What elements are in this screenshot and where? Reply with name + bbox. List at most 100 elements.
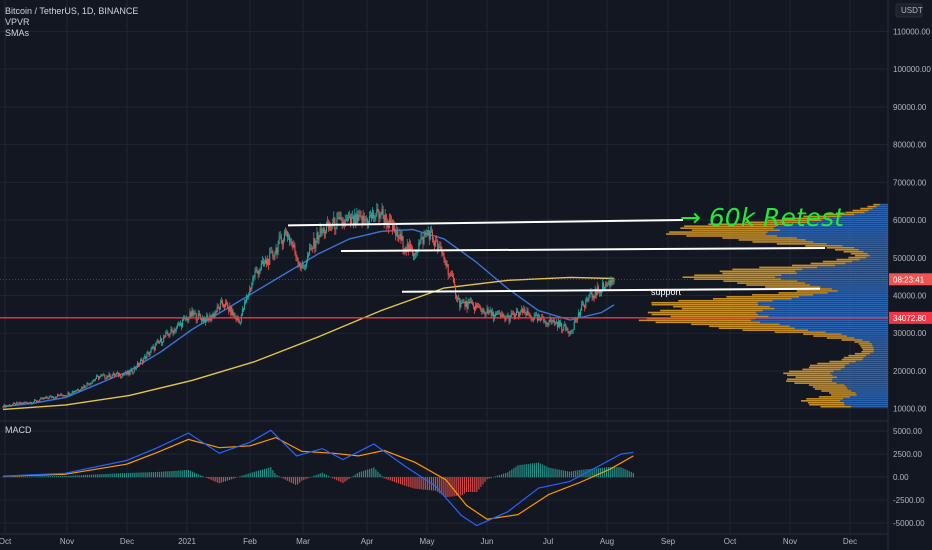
candle-body [446,264,448,266]
candle-body [213,313,215,316]
macd-histogram-bar [78,475,80,478]
candle-body [499,313,501,315]
vpvr-down-bar [810,262,846,265]
macd-histogram-bar [622,468,624,478]
macd-histogram-bar [513,468,515,478]
candle-body [283,233,285,240]
macd-histogram-bar [35,476,37,478]
candle-body [225,302,227,307]
candle-body [4,404,6,407]
vpvr-down-bar [848,354,867,357]
candle-body [467,302,469,309]
macd-histogram-bar [371,468,373,478]
macd-histogram-bar [264,468,266,478]
candle-body [255,269,257,272]
candle-body [99,376,101,379]
candle-body [431,232,433,240]
macd-histogram-bar [321,472,323,478]
vpvr-down-bar [660,309,763,312]
vpvr-down-bar [789,370,834,373]
vpvr-down-bar [752,294,814,296]
candle-body [82,387,84,389]
candle-body [135,367,137,369]
symbol-title[interactable]: Bitcoin / TetherUS, 1D, BINANCE [5,6,139,16]
macd-histogram-bar [169,471,171,478]
candle-body [8,404,10,406]
candle-body [410,248,412,250]
candle-body [544,320,546,322]
candle-body [361,217,363,224]
candle-body [28,402,30,404]
candle-body [414,254,416,256]
currency-button[interactable]: USDT [895,3,923,18]
vpvr-down-bar [801,400,841,402]
candle-body [77,389,79,391]
macd-histogram-bar [154,472,157,478]
candle-body [575,319,577,321]
vpvr-down-bar [745,221,810,224]
candle-body [92,380,94,382]
vpvr-down-bar [746,284,811,286]
candle-body [200,317,202,321]
vpvr-up-bar [859,258,888,261]
candle-body [395,230,397,237]
candle-body [415,252,417,255]
candle-body [567,328,569,332]
vpvr-down-bar [831,394,857,396]
candle-body [590,292,592,295]
time-tick-label: Jul [543,537,553,546]
candle-body [198,313,200,316]
vpvr-down-bar [841,339,863,341]
candle-body [298,263,300,265]
candle-body [301,265,303,269]
macd-histogram-bar [117,473,119,478]
candle-body [604,287,606,289]
candle-body [224,305,226,307]
candle-body [173,329,175,334]
macd-histogram-bar [103,474,105,478]
macd-histogram-bar [560,470,562,478]
vpvr-up-bar [775,225,888,228]
vpvr-up-bar [780,229,888,231]
candle-body [612,281,614,283]
macd-legend[interactable]: MACD [5,425,32,435]
candle-body [228,307,230,312]
candle-body [133,367,135,372]
candle-body [272,251,274,256]
macd-histogram-bar [367,469,369,478]
vpvr-up-bar [820,286,888,288]
candle-body [281,240,283,245]
handwritten-note: → 60k Retest [680,203,845,232]
price-axis[interactable]: 110000.00 100000.00 90000.00 80000.00 70000.… [893,27,931,527]
candle-body [583,303,585,305]
vpvr-down-bar [806,398,844,400]
candle-body [222,304,225,306]
support-label: support [651,287,682,297]
macd-histogram-bar [568,471,571,478]
candle-body [347,217,349,221]
candle-body [315,242,317,248]
vpvr-up-bar [832,374,888,377]
candle-body [236,317,238,320]
candle-body [602,283,604,293]
candle-body [489,310,491,313]
vpvr-down-bar [786,380,832,382]
candle-body [510,313,512,318]
macd-histogram-bar [538,462,540,478]
macd-histogram-bar [90,474,93,478]
macd-histogram-bar [379,473,381,478]
time-axis[interactable]: Oct Nov Dec 2021 Feb Mar Apr May Jun Jul Aug Sep Oct… [0,537,857,546]
candle-body [522,309,524,314]
candle-body [348,216,351,218]
vpvr-down-bar [802,368,841,371]
indicator-smas[interactable]: SMAs [5,28,30,38]
candle-body [168,334,170,336]
candle-body [80,389,82,391]
macd-histogram-bar [272,470,274,478]
vpvr-up-bar [807,329,888,331]
macd-histogram-bar [229,477,231,480]
indicator-vpvr[interactable]: VPVR [5,17,30,27]
candle-body [287,232,289,238]
candle-body [269,253,271,265]
